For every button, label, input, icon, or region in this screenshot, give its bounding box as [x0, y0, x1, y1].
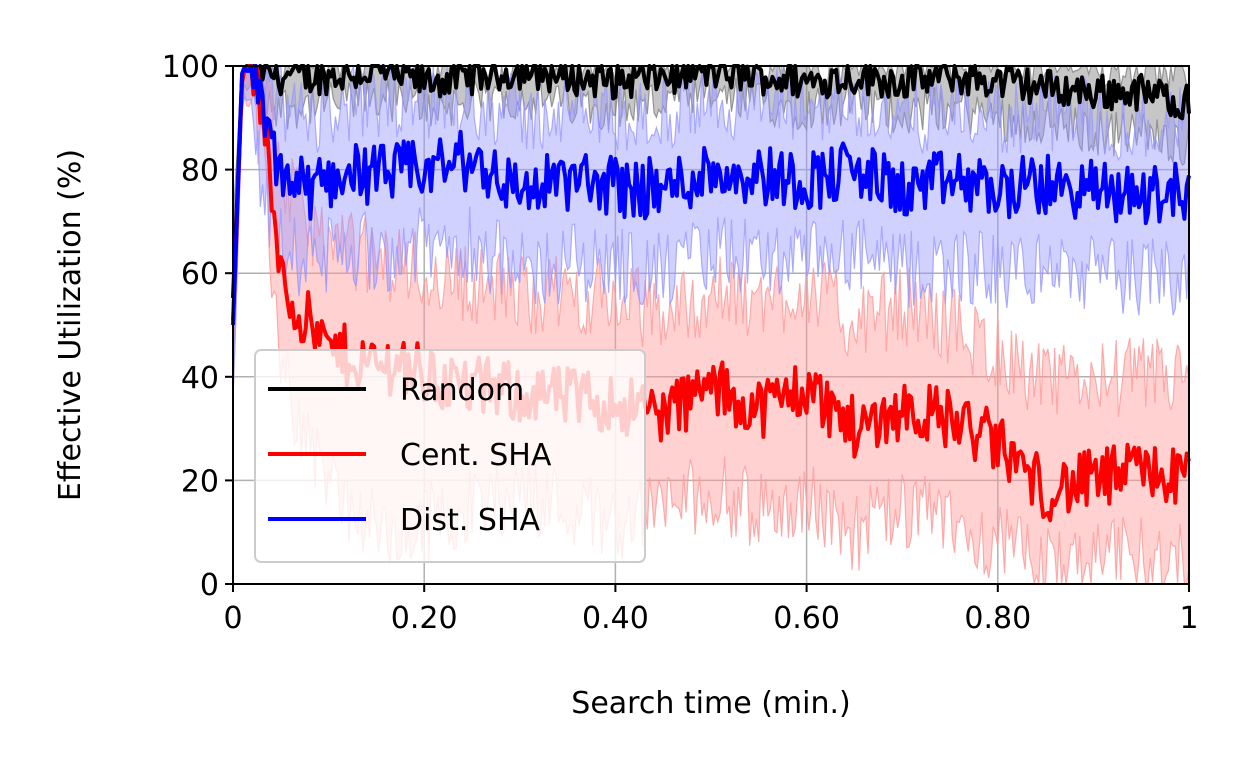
y-tick-label: 0 — [200, 568, 219, 603]
dist-sha-band-lower-edge — [232, 95, 1190, 398]
legend-label-dist-sha: Dist. SHA — [400, 503, 541, 538]
legend-label-cent-sha: Cent. SHA — [400, 438, 552, 473]
y-tick-label: 80 — [181, 154, 219, 189]
legend: Random Cent. SHA Dist. SHA — [254, 349, 646, 563]
legend-label-random: Random — [400, 373, 524, 408]
random-band — [233, 66, 1189, 376]
plot-frame — [232, 65, 1190, 585]
x-tick-label: 0.20 — [391, 601, 458, 636]
y-tick-label: 100 — [162, 50, 219, 85]
legend-box — [254, 349, 646, 563]
y-axis-label: Effective Utilization (%) — [53, 149, 88, 501]
x-tick-label: 1 — [1179, 601, 1198, 636]
y-axis-ticks: 0 20 40 60 80 100 — [162, 50, 233, 603]
cent-sha-band-upper-edge — [232, 65, 1190, 418]
x-tick-label: 0.40 — [582, 601, 649, 636]
x-axis-label: Search time (min.) — [571, 686, 850, 721]
x-tick-label: 0.80 — [964, 601, 1031, 636]
dist-sha-line — [231, 64, 1191, 325]
y-tick-label: 20 — [181, 464, 219, 499]
x-axis-ticks: 0 0.20 0.40 0.60 0.80 1 — [223, 584, 1199, 636]
x-tick-label: 0 — [223, 601, 242, 636]
dist-sha-band — [233, 66, 1189, 398]
y-tick-label: 60 — [181, 257, 219, 292]
y-tick-label: 40 — [181, 361, 219, 396]
x-tick-label: 0.60 — [773, 601, 840, 636]
